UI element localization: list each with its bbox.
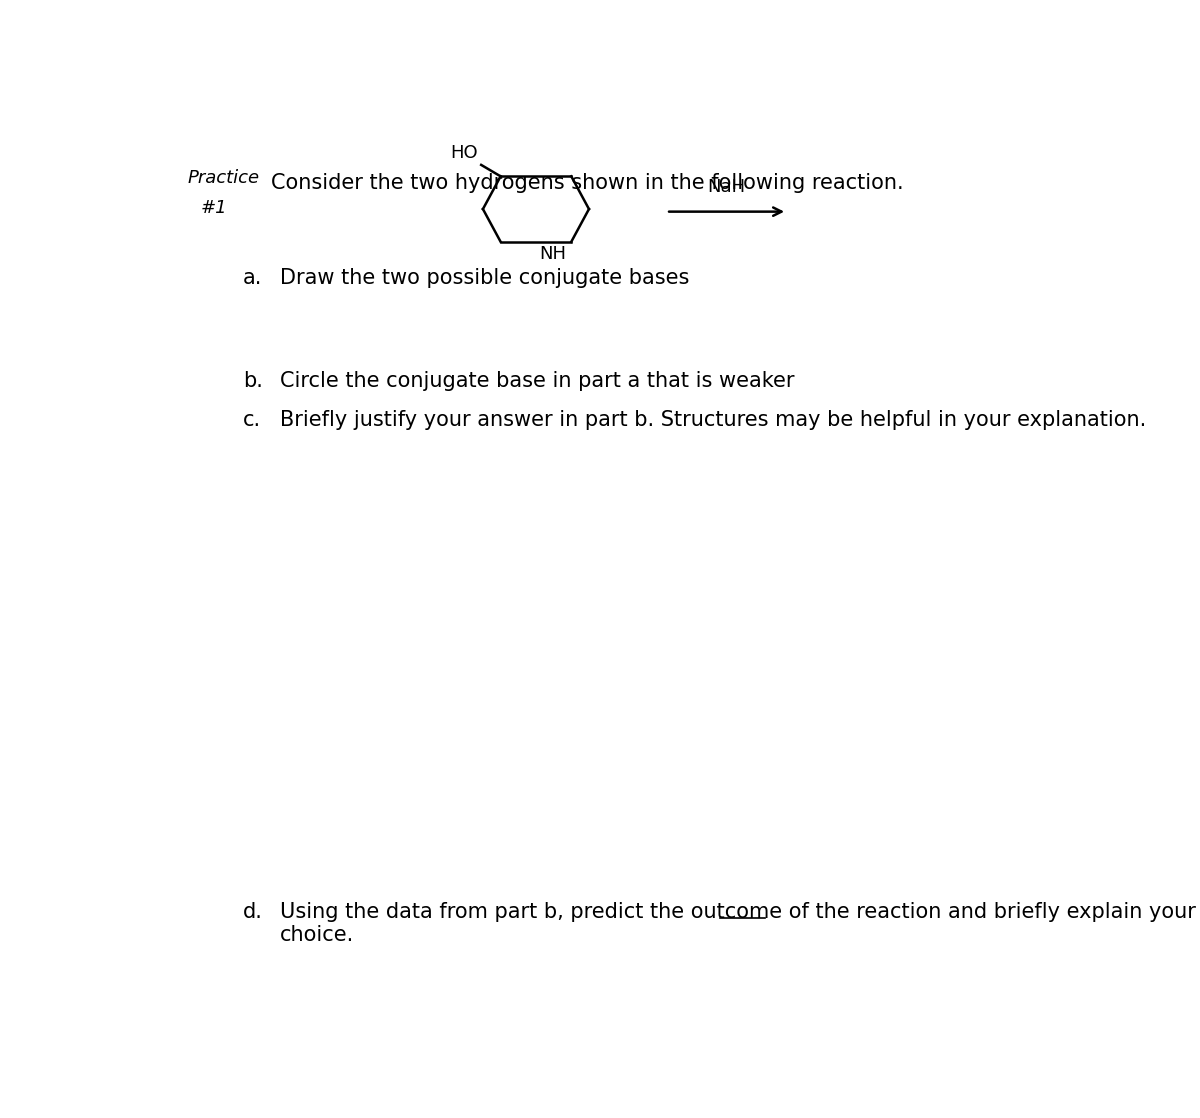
Text: #1: #1: [202, 199, 228, 217]
Text: b.: b.: [242, 371, 263, 391]
Text: Draw the two possible conjugate bases: Draw the two possible conjugate bases: [281, 267, 690, 287]
Text: Practice: Practice: [187, 169, 259, 187]
Text: Consider the two hydrogens shown in the following reaction.: Consider the two hydrogens shown in the …: [271, 173, 904, 193]
Text: a.: a.: [242, 267, 263, 287]
Text: HO: HO: [450, 144, 478, 162]
Text: NH: NH: [540, 245, 566, 263]
Text: Briefly justify your answer in part b. Structures may be helpful in your explana: Briefly justify your answer in part b. S…: [281, 409, 1146, 429]
Text: d.: d.: [242, 902, 263, 922]
Text: Circle the conjugate base in part a that is weaker: Circle the conjugate base in part a that…: [281, 371, 794, 391]
Text: Using the data from part b, predict the outcome of the reaction and briefly expl: Using the data from part b, predict the …: [281, 902, 1196, 945]
Text: NaH: NaH: [708, 178, 745, 196]
Text: c.: c.: [242, 409, 262, 429]
